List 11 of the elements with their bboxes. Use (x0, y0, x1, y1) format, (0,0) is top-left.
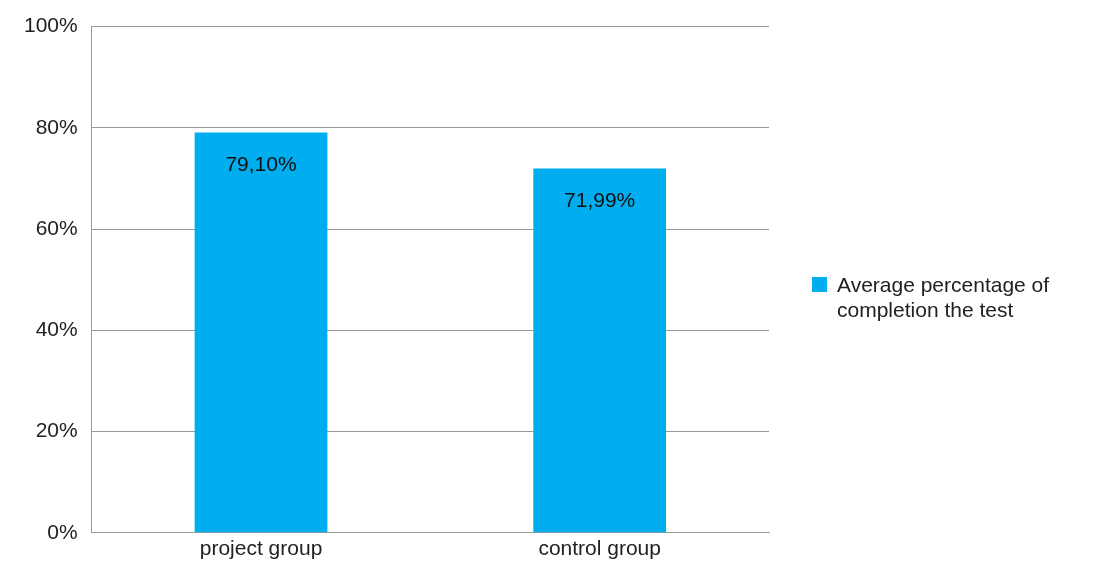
y-tick-label: 60% (35, 215, 78, 239)
y-tick-label: 40% (35, 317, 78, 341)
y-tick-label: 80% (35, 114, 78, 138)
y-tick-label: 100% (23, 13, 78, 37)
legend-label: Average percentage of completion the test (837, 272, 1051, 322)
y-tick-label: 20% (35, 418, 78, 442)
data-label: 71,99% (564, 187, 636, 211)
data-label: 79,10% (225, 151, 297, 175)
x-tick-label: project group (199, 536, 323, 560)
y-tick-label: 0% (47, 519, 78, 543)
x-tick-label: control group (538, 536, 661, 560)
